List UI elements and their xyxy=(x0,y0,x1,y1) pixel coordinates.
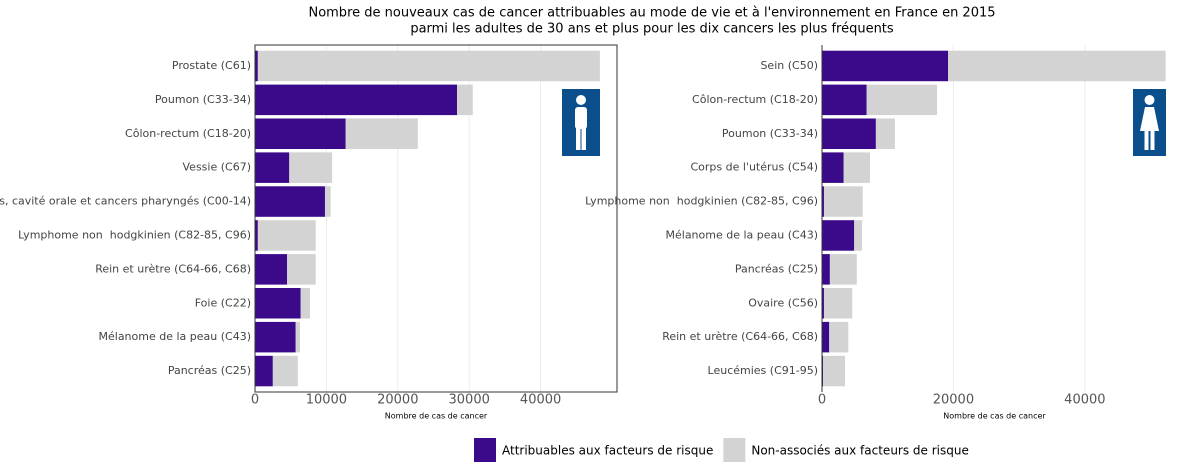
bar-segment xyxy=(287,254,316,285)
y-tick-label: Mélanome de la peau (C43) xyxy=(99,330,252,343)
y-tick-label: Foie (C22) xyxy=(195,296,251,309)
legend: Attribuables aux facteurs de risque Non-a… xyxy=(474,438,969,462)
bar-segment xyxy=(345,118,418,150)
bar-segment xyxy=(255,355,273,387)
x-tick-label: 20000 xyxy=(933,393,974,408)
y-tick-label: Corps de l'utérus (C54) xyxy=(690,161,818,174)
y-tick-label: Prostate (C61) xyxy=(172,59,251,72)
bar-segment xyxy=(823,186,863,217)
y-tick-label: Rein et urètre (C64-66, C68) xyxy=(662,330,818,343)
y-tick-label: Leucémies (C91-95) xyxy=(708,364,818,377)
female-icon xyxy=(1133,89,1166,156)
bar-segment xyxy=(257,220,316,251)
bar-segment xyxy=(822,152,844,183)
y-tick-label: Pancréas (C25) xyxy=(735,262,818,275)
bar-segment xyxy=(255,186,325,217)
chart-title: Nombre de nouveaux cas de cancer attribu… xyxy=(308,6,995,21)
bar-segment xyxy=(822,287,824,319)
bar-segment xyxy=(255,118,346,150)
bar-segment xyxy=(255,220,258,251)
bar-segment xyxy=(822,355,845,387)
y-tick-label: Vessie (C67) xyxy=(183,161,251,174)
y-tick-label: Poumon (C33-34) xyxy=(155,93,251,106)
bar-segment xyxy=(866,84,937,116)
bar-segment xyxy=(823,287,853,319)
bar-segment xyxy=(272,355,298,387)
legend-swatch xyxy=(723,438,746,462)
bar-segment xyxy=(300,287,310,319)
y-tick-label: Lèvres, cavité orale et cancers pharyngé… xyxy=(0,195,251,208)
y-tick-label: Mélanome de la peau (C43) xyxy=(666,228,819,241)
y-tick-label: Côlon-rectum (C18-20) xyxy=(125,127,251,140)
x-tick-label: 30000 xyxy=(449,393,490,408)
y-tick-label: Lymphome non hodgkinien (C82-85, C96) xyxy=(585,195,818,208)
bar-segment xyxy=(255,50,258,82)
bar-segment xyxy=(257,50,600,82)
panel-border xyxy=(254,44,618,393)
bar-segment xyxy=(255,152,290,183)
legend-label: Non-associés aux facteurs de risque xyxy=(751,444,969,458)
x-tick-label: 20000 xyxy=(377,393,418,408)
bar-segment xyxy=(822,220,855,251)
bar-segment xyxy=(822,186,824,217)
bar-segment xyxy=(822,84,867,116)
y-tick-label: Poumon (C33-34) xyxy=(722,127,818,140)
x-tick-label: 0 xyxy=(818,393,826,408)
bar-segment xyxy=(829,321,849,353)
y-tick-label: Lymphome non hodgkinien (C82-85, C96) xyxy=(18,228,251,241)
bar-segment xyxy=(255,84,458,116)
y-tick-label: Pancréas (C25) xyxy=(168,364,251,377)
bar-segment xyxy=(289,152,333,183)
bar-segment xyxy=(295,321,300,353)
y-tick-label: Rein et urètre (C64-66, C68) xyxy=(95,262,251,275)
legend-label: Attribuables aux facteurs de risque xyxy=(502,444,713,458)
male-icon xyxy=(562,89,600,156)
x-tick-label: 0 xyxy=(251,393,259,408)
bar-segment xyxy=(829,254,857,285)
y-tick-label: Côlon-rectum (C18-20) xyxy=(692,93,818,106)
x-tick-label: 40000 xyxy=(1064,393,1105,408)
x-tick-label: 40000 xyxy=(520,393,561,408)
chart-subtitle: parmi les adultes de 30 ans et plus pour… xyxy=(410,22,894,37)
bar-segment xyxy=(457,84,473,116)
x-axis-label: Nombre de cas de cancer xyxy=(943,412,1046,421)
y-tick-label: Ovaire (C56) xyxy=(748,296,818,309)
bar-segment xyxy=(255,287,301,319)
bar-segment xyxy=(843,152,870,183)
x-axis-label: Nombre de cas de cancer xyxy=(385,412,488,421)
y-tick-label: Sein (C50) xyxy=(760,59,818,72)
bar-segment xyxy=(854,220,863,251)
bar-segment xyxy=(822,254,830,285)
bar-segment xyxy=(822,118,876,150)
bar-segment xyxy=(255,321,296,353)
bar-segment xyxy=(255,254,288,285)
bar-segment xyxy=(875,118,895,150)
legend-swatch xyxy=(474,438,496,462)
bar-segment xyxy=(324,186,331,217)
bar-segment xyxy=(822,50,949,82)
bar-segment xyxy=(822,321,830,353)
bar-segment xyxy=(948,50,1166,82)
x-tick-label: 10000 xyxy=(306,393,347,408)
